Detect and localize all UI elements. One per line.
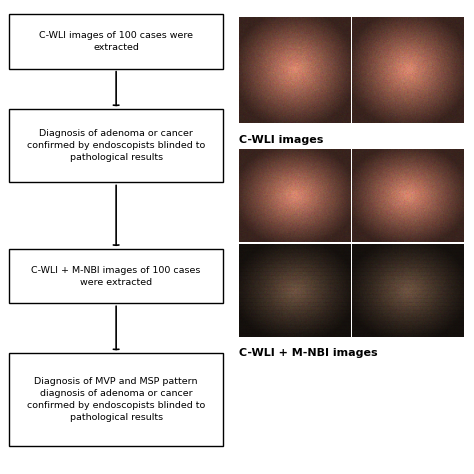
Text: Diagnosis of adenoma or cancer
confirmed by endoscopists blinded to
pathological: Diagnosis of adenoma or cancer confirmed… — [27, 129, 205, 162]
Text: Diagnosis of MVP and MSP pattern
diagnosis of adenoma or cancer
confirmed by end: Diagnosis of MVP and MSP pattern diagnos… — [27, 377, 205, 421]
FancyBboxPatch shape — [9, 14, 223, 69]
FancyBboxPatch shape — [9, 353, 223, 446]
Text: C-WLI + M-NBI images: C-WLI + M-NBI images — [239, 348, 378, 358]
Text: C-WLI images of 100 cases were
extracted: C-WLI images of 100 cases were extracted — [39, 31, 193, 52]
Text: C-WLI + M-NBI images of 100 cases
were extracted: C-WLI + M-NBI images of 100 cases were e… — [31, 266, 201, 286]
FancyBboxPatch shape — [9, 109, 223, 182]
FancyBboxPatch shape — [9, 249, 223, 303]
Text: C-WLI images: C-WLI images — [239, 135, 324, 145]
